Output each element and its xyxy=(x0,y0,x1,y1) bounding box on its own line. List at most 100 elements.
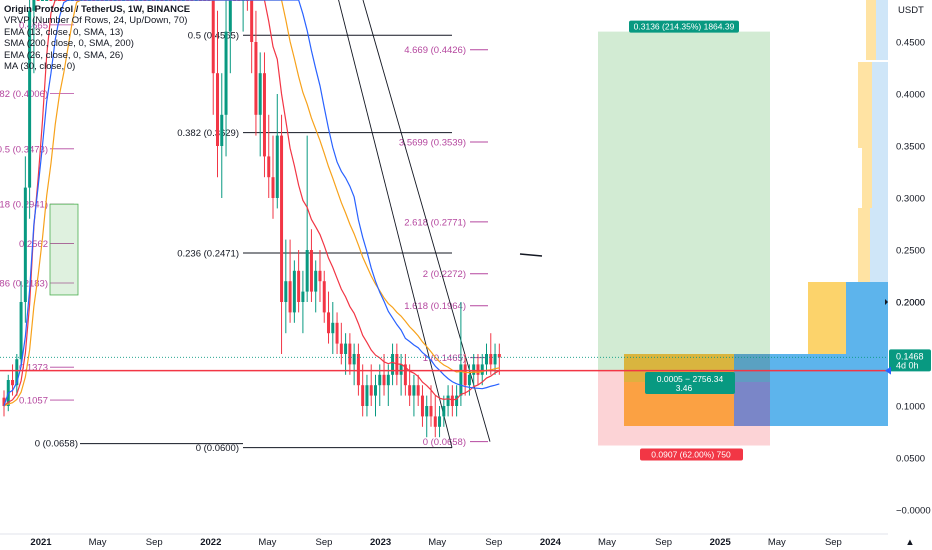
candle-body xyxy=(391,354,395,375)
candle-body xyxy=(40,0,44,1)
overlap-zone xyxy=(734,354,770,382)
candle-body xyxy=(382,374,386,386)
fib-ext-left-label: 0.1373 xyxy=(19,363,48,374)
indicator-vrvp[interactable]: VRVP (Number Of Rows, 24, Up/Down, 70) xyxy=(4,15,188,27)
time-tick-label: 2021 xyxy=(30,537,52,548)
price-tick-label: 0.4000 xyxy=(896,90,925,101)
candle-body xyxy=(339,343,343,354)
candle-body xyxy=(412,385,416,396)
candlestick-series xyxy=(2,0,501,438)
vrvp-bar xyxy=(862,148,872,208)
candle-body xyxy=(485,354,489,365)
candle-body xyxy=(442,406,446,417)
fib-level-label: 0.236 (0.2471) xyxy=(177,249,239,260)
candle-body xyxy=(489,354,493,365)
candle-body xyxy=(378,374,382,386)
time-tick-label: 2022 xyxy=(200,537,221,548)
candle-body xyxy=(467,374,471,386)
vrvp-bar xyxy=(872,62,888,148)
time-axis[interactable]: 2021 May Sep 2022 May Sep 2023 May Sep 2024 May Sep… xyxy=(0,533,915,548)
candle-body xyxy=(28,10,32,188)
candle-body xyxy=(258,73,262,115)
symbol-title[interactable]: Origin Protocol / TetherUS, 1W, BINANCE xyxy=(4,4,191,15)
candle-body xyxy=(420,395,424,417)
indicator-ema-26[interactable]: EMA (26, close, 0, SMA, 26) xyxy=(4,49,124,61)
fib-level-label: 0.382 (0.3629) xyxy=(177,128,239,139)
trend-lines[interactable] xyxy=(243,0,543,448)
candle-body xyxy=(356,354,360,386)
candle-body xyxy=(472,364,476,375)
target-label: 0.3136 (214.35%) 1864.39 xyxy=(634,22,735,32)
candle-body xyxy=(416,385,420,396)
price-tick-label: 0.2500 xyxy=(896,246,925,257)
candle-body xyxy=(284,281,288,302)
profit-zone xyxy=(598,31,770,371)
chart-legend: Origin Protocol / TetherUS, 1W, BINANCE … xyxy=(4,4,190,72)
candle-body xyxy=(32,0,36,11)
fib-level-label: 0 (0.0600) xyxy=(196,443,239,454)
candle-body xyxy=(365,385,369,406)
candle-body xyxy=(36,0,40,1)
candle-body xyxy=(497,354,501,358)
currency-label: USDT xyxy=(898,5,924,16)
time-tick-label: 2023 xyxy=(370,537,391,548)
stop-label: 0.0907 (62.00%) 750 xyxy=(651,450,731,460)
marked-price-label: 0.2000 xyxy=(896,298,925,309)
time-tick-label: Sep xyxy=(655,537,672,548)
long-position-tool[interactable]: 0.3136 (214.35%) 1864.39 0.0907 (62.00%) … xyxy=(598,20,770,461)
fib-ext-label: 2.618 (0.2771) xyxy=(404,217,466,228)
trend-line xyxy=(338,0,453,448)
indicator-ma-30[interactable]: MA (30, close, 0) xyxy=(4,61,76,73)
fib-ext-label: 1.618 (0.1964) xyxy=(404,301,466,312)
candle-body xyxy=(361,385,365,406)
candle-body xyxy=(314,270,318,292)
indicator-ema-13[interactable]: EMA (13, close, 0, SMA, 13) xyxy=(4,26,124,38)
candle-body xyxy=(280,135,284,302)
time-tick-label: May xyxy=(258,537,276,548)
scroll-icon: ▲ xyxy=(905,537,914,548)
price-tick-label: 0.3500 xyxy=(896,142,925,153)
time-tick-label: Sep xyxy=(316,537,333,548)
candle-body xyxy=(271,177,275,198)
time-tick-label: May xyxy=(89,537,107,548)
price-axis[interactable]: USDT 0.4500 0.4000 0.3500 0.3000 0.2500 0.2000… xyxy=(885,0,932,550)
candle-body xyxy=(429,406,433,417)
candle-body xyxy=(23,187,27,302)
candle-body xyxy=(301,291,305,302)
candle-body xyxy=(288,281,292,313)
candle-body xyxy=(262,73,266,157)
candle-body xyxy=(403,364,407,386)
price-tick-label: 0.1000 xyxy=(896,402,925,413)
candle-body xyxy=(309,250,313,292)
fib-ext-left-label: 0.5 (0.3473) xyxy=(0,144,48,155)
candle-body xyxy=(322,281,326,313)
candle-body xyxy=(224,31,228,115)
candle-body xyxy=(45,0,49,1)
ema-26-line xyxy=(3,0,500,407)
indicator-sma-200[interactable]: SMA (200, close, 0, SMA, 200) xyxy=(4,38,134,50)
candle-body xyxy=(11,380,15,386)
candle-body xyxy=(49,0,53,1)
candle-body xyxy=(399,364,403,375)
price-tick-label: 0.2000 xyxy=(896,298,925,309)
center-label-bg xyxy=(645,372,735,394)
fib-left-zero-label: 0 (0.0658) xyxy=(35,439,78,450)
candle-body xyxy=(386,374,390,386)
target-label-bg xyxy=(629,20,739,33)
center-sub: 3.46 xyxy=(676,383,693,393)
price-tick-label: 0.3000 xyxy=(896,194,925,205)
time-tick-label: 2024 xyxy=(540,537,562,548)
candle-body xyxy=(211,0,215,74)
trend-line-short xyxy=(519,253,543,257)
vrvp-bar xyxy=(872,148,888,208)
time-tick-label: 2025 xyxy=(710,537,732,548)
candle-body xyxy=(2,397,6,406)
candle-body xyxy=(369,385,373,396)
entry-arrow xyxy=(885,366,891,375)
price-tick-label: 0.0500 xyxy=(896,454,925,465)
candle-body xyxy=(331,322,335,334)
last-price-tag xyxy=(889,349,931,372)
candle-body xyxy=(335,322,339,344)
candle-body xyxy=(250,0,254,42)
